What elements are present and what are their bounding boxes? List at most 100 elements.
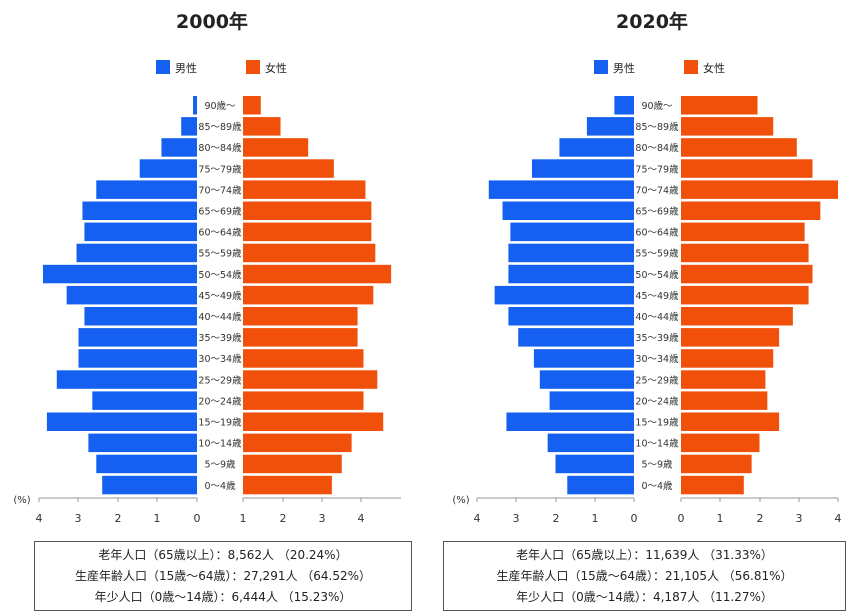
age-label: 80～84歳 [198, 142, 242, 154]
bar-male [502, 201, 634, 220]
bar-female [243, 159, 334, 178]
age-label: 50～54歳 [635, 269, 679, 281]
bar-male [88, 433, 197, 453]
bar-male [78, 349, 197, 368]
bar-male [139, 159, 197, 178]
x-tick-label: 4 [36, 512, 43, 525]
age-label: 10～14歳 [198, 438, 242, 450]
x-tick-label: 2 [757, 512, 764, 525]
age-label: 70～74歳 [198, 184, 242, 196]
bar-male [92, 391, 197, 410]
age-label: 90歳～ [204, 100, 236, 112]
summary-box-2020: 老年人口（65歳以上）：11,639人 （31.33%） 生産年齢人口（15歳～… [443, 541, 846, 611]
bar-male [488, 180, 634, 199]
bar-male [494, 285, 634, 305]
bar-male [559, 138, 634, 157]
bar-male [506, 412, 634, 431]
bar-male [181, 117, 197, 136]
bar-female [243, 285, 374, 305]
age-label: 30～34歳 [635, 353, 679, 365]
bar-male [531, 159, 634, 178]
bar-female [681, 159, 813, 178]
bar-male [555, 454, 634, 474]
bar-female [243, 222, 372, 242]
x-tick-label: 1 [154, 512, 161, 525]
age-label: 55～59歳 [198, 248, 242, 260]
legend-swatch-female [684, 60, 698, 74]
bar-female [243, 117, 281, 136]
bar-female [243, 328, 358, 347]
bar-female [243, 349, 364, 368]
bar-male [518, 328, 634, 347]
age-label: 0～4歳 [641, 480, 673, 492]
x-tick-label: 2 [553, 512, 560, 525]
age-label: 70～74歳 [635, 184, 679, 196]
x-tick-label: 3 [513, 512, 520, 525]
bar-male [586, 117, 634, 136]
age-label: 60～64歳 [635, 227, 679, 239]
summary-line-youth: 年少人口（0歳～14歳）：6,444人 （15.23%） [94, 590, 352, 604]
bar-female [681, 201, 821, 220]
age-label: 30～34歳 [198, 353, 242, 365]
chart-title-2020: 2020年 [616, 10, 688, 33]
bar-male [549, 391, 634, 410]
age-label: 55～59歳 [635, 248, 679, 260]
age-label: 75～79歳 [198, 163, 242, 175]
summary-line-elderly: 老年人口（65歳以上）：11,639人 （31.33%） [516, 548, 773, 562]
x-tick-label: 2 [115, 512, 122, 525]
age-label: 75～79歳 [635, 163, 679, 175]
bar-male [567, 475, 634, 495]
bar-female [681, 391, 768, 410]
chart-title-2000: 2000年 [176, 10, 248, 33]
x-tick-label: 3 [319, 512, 326, 525]
age-label: 35～39歳 [198, 332, 242, 344]
age-label: 20～24歳 [198, 395, 242, 407]
x-tick-label: 0 [631, 512, 638, 525]
summary-box-2000: 老年人口（65歳以上）：8,562人 （20.24%） 生産年齢人口（15歳～6… [34, 541, 412, 611]
bar-male [82, 201, 197, 220]
bar-male [46, 412, 198, 431]
bar-male [96, 180, 197, 199]
bar-male [539, 370, 634, 389]
age-label: 15～19歳 [635, 417, 679, 429]
bar-female [681, 138, 797, 157]
bar-male [76, 243, 197, 263]
bar-male [42, 264, 198, 284]
age-label: 25～29歳 [198, 374, 242, 386]
x-axis-unit: (%) [452, 495, 469, 506]
bar-male [510, 222, 634, 242]
bar-male [84, 307, 197, 326]
x-tick-label: 3 [796, 512, 803, 525]
legend-label-male: 男性 [613, 61, 635, 75]
x-tick-label: 4 [835, 512, 842, 525]
bar-female [681, 307, 793, 326]
legend-swatch-female [246, 60, 260, 74]
bar-male [84, 222, 197, 242]
bar-female [681, 96, 758, 115]
x-tick-label: 1 [240, 512, 247, 525]
x-tick-label: 1 [717, 512, 724, 525]
summary-line-elderly: 老年人口（65歳以上）：8,562人 （20.24%） [98, 548, 348, 562]
legend-label-female: 女性 [265, 61, 287, 75]
bar-female [681, 180, 838, 199]
x-axis-unit: (%) [13, 495, 30, 506]
bar-female [243, 433, 352, 453]
bar-female [681, 454, 752, 474]
age-label: 90歳～ [641, 100, 673, 112]
bar-male [161, 138, 197, 157]
age-label: 65～69歳 [635, 206, 679, 218]
age-label: 0～4歳 [204, 480, 236, 492]
age-label: 50～54歳 [198, 269, 242, 281]
legend-label-female: 女性 [703, 61, 725, 75]
age-label: 65～69歳 [198, 206, 242, 218]
bar-female [243, 96, 261, 115]
bar-female [243, 370, 378, 389]
bar-female [681, 285, 809, 305]
bar-female [681, 349, 774, 368]
age-label: 60～64歳 [198, 227, 242, 239]
age-label: 20～24歳 [635, 395, 679, 407]
x-tick-label: 1 [592, 512, 599, 525]
age-label: 85～89歳 [635, 121, 679, 133]
bar-female [681, 264, 813, 284]
